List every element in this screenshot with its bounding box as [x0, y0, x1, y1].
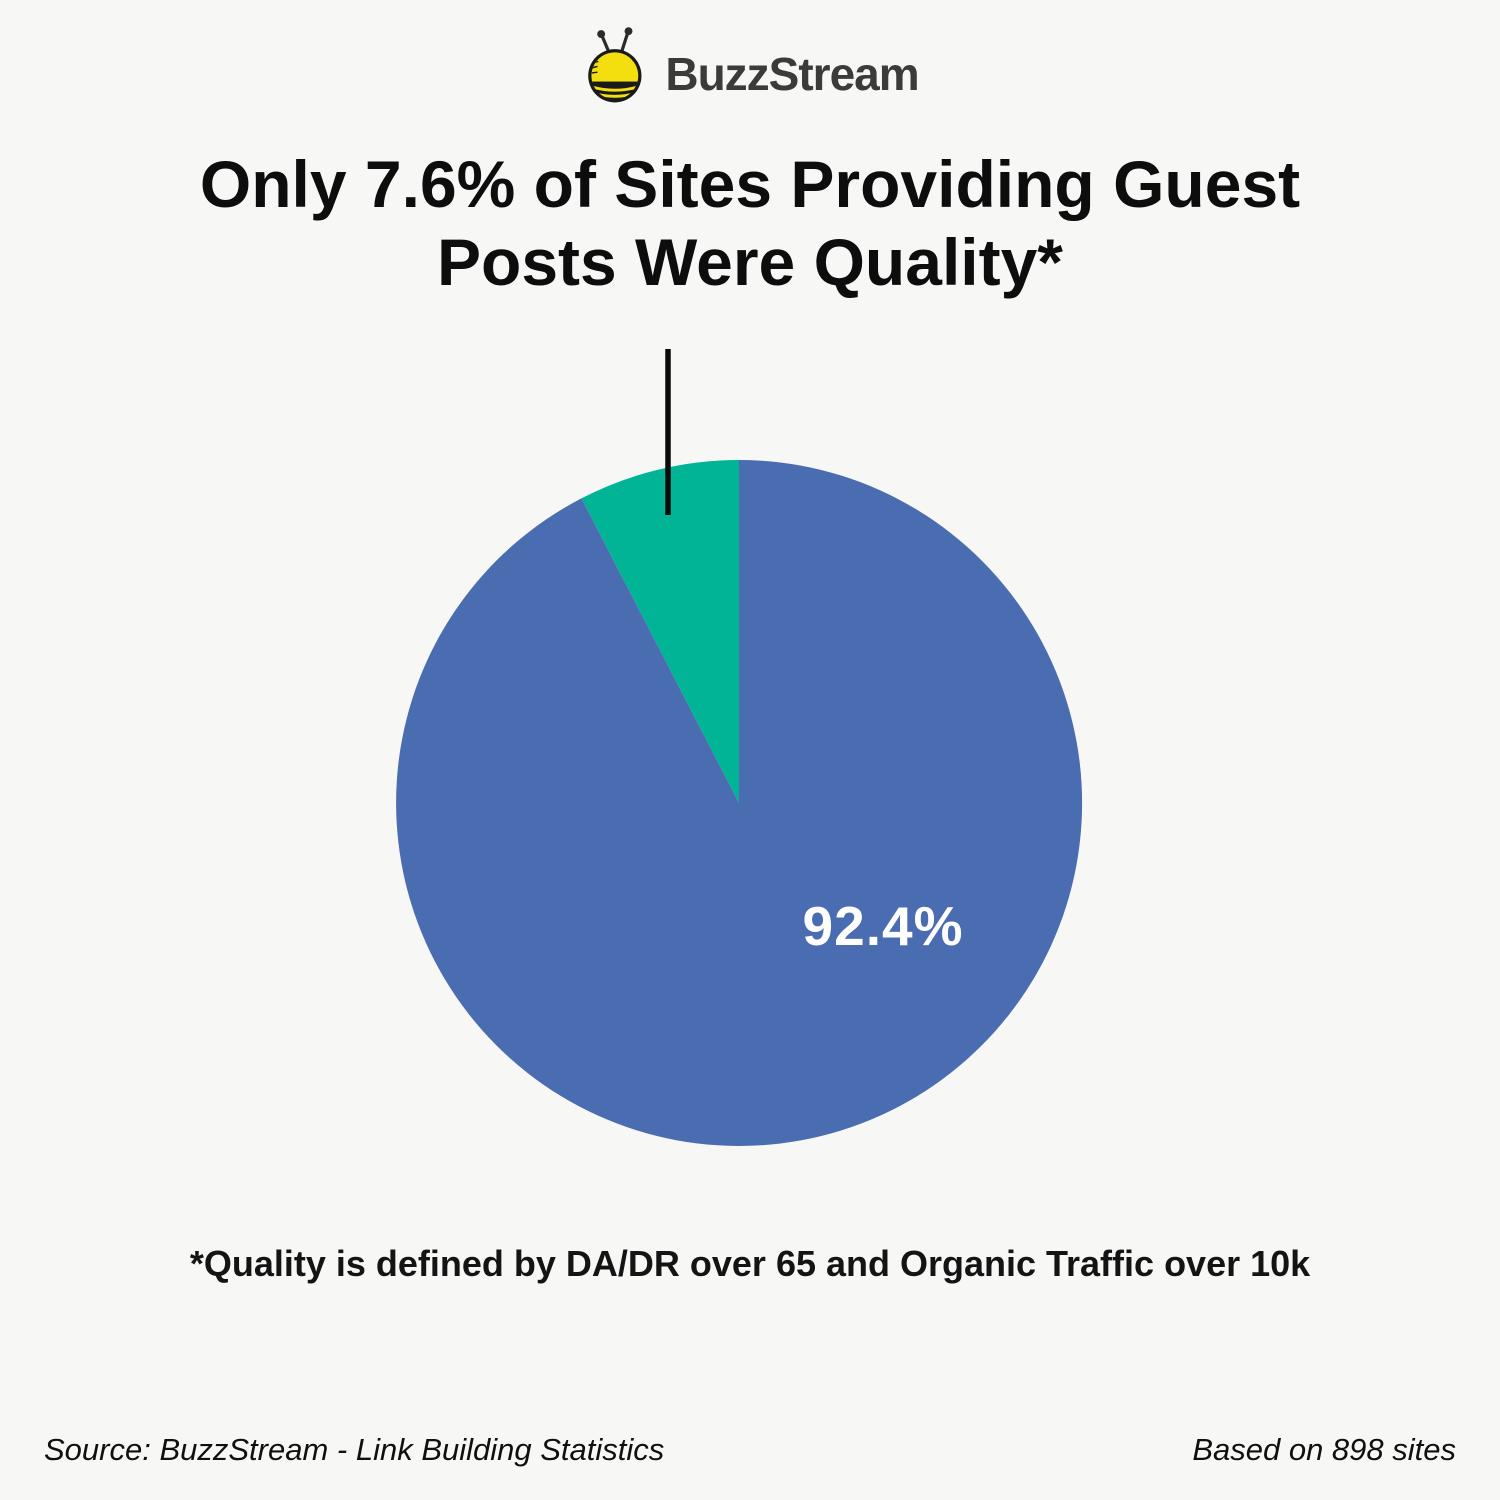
basis-text: Based on 898 sites: [1192, 1432, 1456, 1467]
footnote: *Quality is defined by DA/DR over 65 and…: [189, 1243, 1311, 1284]
brand-text: BuzzStream: [665, 48, 919, 100]
chart-title: Only 7.6% of Sites Providing Guest Posts…: [0, 146, 1500, 302]
source-text: Source: BuzzStream - Link Building Stati…: [44, 1432, 665, 1467]
logo: BuzzStream: [0, 24, 1500, 106]
slice-value-label: 92.4%: [802, 895, 964, 957]
chart-title-line-1: Only 7.6% of Sites Providing Guest: [199, 147, 1301, 221]
pie-slice-0: [581, 460, 739, 803]
pie-slice-1: [396, 460, 1083, 1147]
chart-title-line-2: Posts Were Quality*: [436, 224, 1063, 299]
bee-icon: [588, 27, 642, 103]
